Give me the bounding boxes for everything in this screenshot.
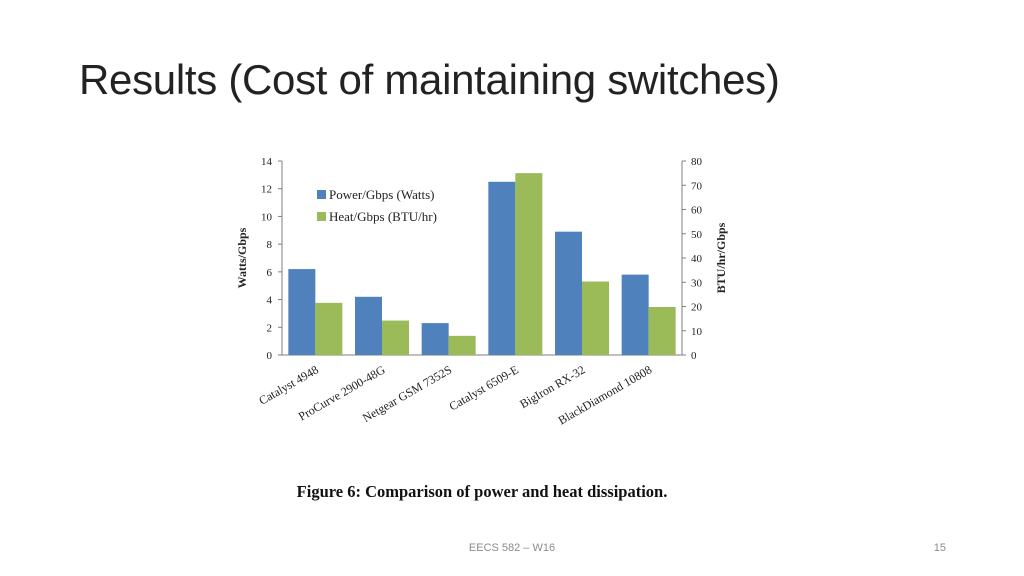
left-tick-label: 0 <box>267 350 273 362</box>
heat-bar <box>382 320 409 355</box>
right-tick-label: 0 <box>691 350 697 362</box>
right-tick-label: 40 <box>691 253 703 265</box>
slide-title: Results (Cost of maintaining switches) <box>79 56 780 103</box>
right-axis-label: BTU/hr/Gbps <box>714 222 728 293</box>
right-tick-label: 80 <box>691 156 703 168</box>
heat-bar <box>315 302 343 355</box>
power-bar <box>421 323 449 355</box>
power-bar <box>488 181 516 355</box>
slide-footer: EECS 582 – W16 <box>468 542 556 554</box>
left-tick-label: 10 <box>261 211 273 223</box>
left-tick-label: 14 <box>261 156 273 168</box>
left-axis-label: Watts/Gbps <box>235 227 249 288</box>
legend-power-swatch <box>317 190 326 199</box>
right-tick-label: 20 <box>691 302 703 314</box>
right-tick-label: 30 <box>691 277 703 289</box>
left-tick-label: 12 <box>261 184 272 196</box>
power-bar <box>555 231 582 355</box>
figure-caption: Figure 6: Comparison of power and heat d… <box>296 482 668 501</box>
heat-bar <box>448 335 476 355</box>
power-bar <box>621 274 649 355</box>
heat-bar <box>648 306 676 355</box>
right-tick-label: 50 <box>691 229 703 241</box>
right-tick-label: 70 <box>691 180 703 192</box>
bar-chart: 0 2 4 6 8 10 12 14 Watts/Gbps 0 10 20 30 40 50 60 70 80 BT… <box>235 156 728 427</box>
left-tick-label: 8 <box>267 239 273 251</box>
left-tick-label: 2 <box>267 322 273 334</box>
right-tick-label: 60 <box>691 205 703 217</box>
left-tick-label: 6 <box>267 267 273 279</box>
legend-heat-swatch <box>317 212 326 221</box>
right-tick-label: 10 <box>691 326 703 338</box>
power-bar <box>288 269 316 355</box>
heat-bar <box>515 173 543 355</box>
left-tick-label: 4 <box>267 295 273 307</box>
legend-heat-label: Heat/Gbps (BTU/hr) <box>329 209 437 224</box>
x-tick-label: Catalyst 4948 <box>256 362 320 407</box>
power-bar <box>355 296 382 355</box>
legend-power-label: Power/Gbps (Watts) <box>329 187 434 202</box>
x-tick-label: Catalyst 6509-E <box>447 362 521 413</box>
heat-bar <box>582 281 609 355</box>
page-number: 15 <box>933 542 946 554</box>
